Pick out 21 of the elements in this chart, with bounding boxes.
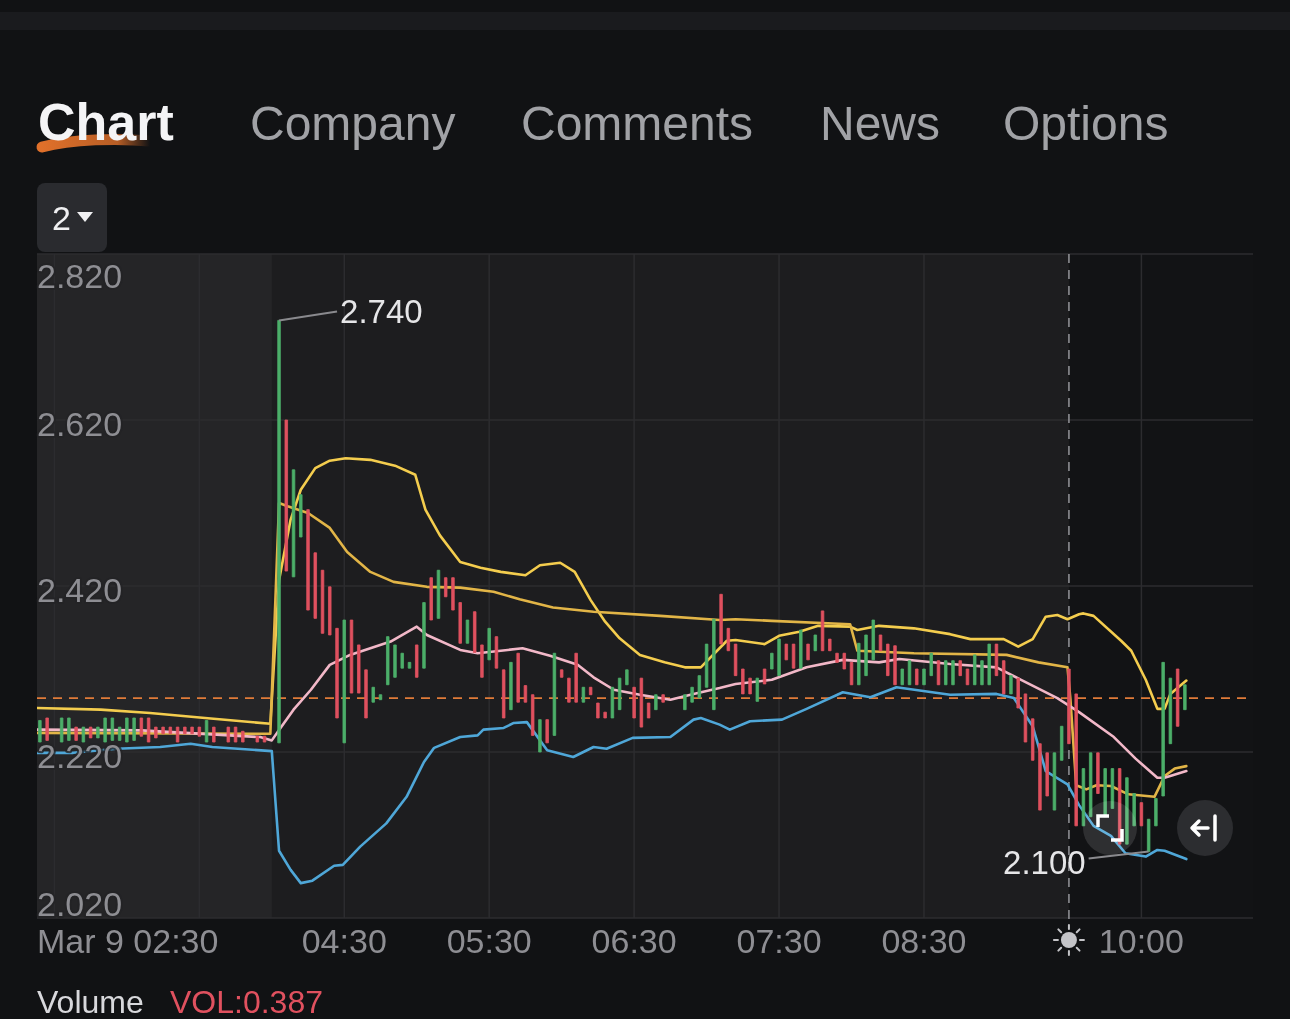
- y-tick-label: 2.020: [37, 885, 123, 923]
- text: Chart: [38, 93, 174, 151]
- text: VOL:0.387: [170, 984, 323, 1019]
- annotation: 2.740: [340, 292, 423, 330]
- text: Comments: [521, 97, 754, 150]
- y-tick-label: 2.620: [37, 405, 123, 443]
- y-tick-label: 2.420: [37, 571, 123, 609]
- text: News: [820, 97, 941, 150]
- text: Company: [250, 97, 456, 150]
- x-tick-label: 07:30: [736, 922, 822, 960]
- x-tick-label: Mar 9 02:30: [37, 922, 219, 960]
- text: 2: [52, 199, 71, 237]
- x-tick-label: 10:00: [1098, 922, 1184, 960]
- x-tick-label: 06:30: [591, 922, 677, 960]
- annotation: 2.100: [1003, 844, 1086, 882]
- x-tick-label: 05:30: [446, 922, 532, 960]
- y-tick-label: 2.820: [37, 257, 123, 295]
- text: Volume: [37, 984, 144, 1019]
- x-tick-label: 08:30: [881, 922, 967, 960]
- text: Options: [1003, 97, 1169, 150]
- x-tick-label: 04:30: [301, 922, 387, 960]
